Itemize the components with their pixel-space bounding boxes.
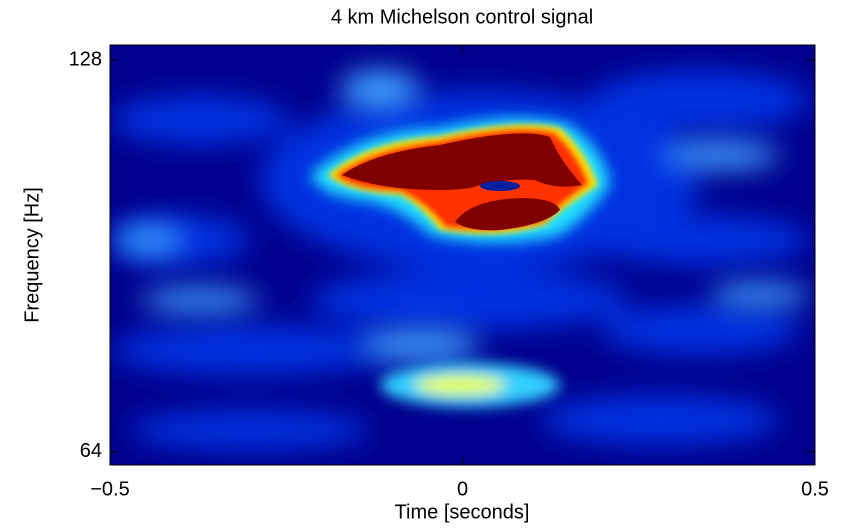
chart-title: 4 km Michelson control signal (331, 6, 593, 28)
x-axis-label: Time [seconds] (395, 501, 530, 523)
x-tick-label: 0 (457, 478, 468, 500)
x-tick-label: −0.5 (90, 478, 129, 500)
x-tick-label: 0.5 (801, 478, 829, 500)
y-axis-label: Frequency [Hz] (21, 187, 43, 323)
y-tick-label: 64 (80, 440, 102, 462)
y-tick-label: 128 (69, 49, 102, 71)
spectrogram-image (110, 45, 815, 465)
